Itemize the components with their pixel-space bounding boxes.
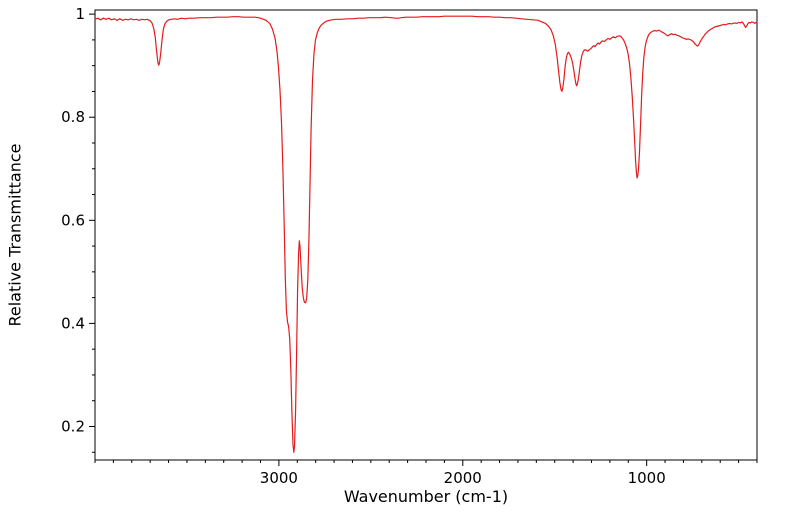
x-axis-title: Wavenumber (cm-1): [343, 487, 509, 506]
y-tick-label: 0.6: [61, 211, 85, 229]
plot-border: [94, 9, 758, 461]
spectrum-line: [94, 15, 758, 453]
x-tick-label: 1000: [628, 469, 666, 487]
x-tick-label: 3000: [260, 469, 298, 487]
y-tick-label: 0.8: [61, 108, 85, 126]
y-tick-label: 0.2: [61, 417, 85, 435]
y-tick-label: 0.4: [61, 314, 85, 332]
y-axis-title: Relative Transmittance: [5, 143, 25, 327]
x-tick-label: 2000: [444, 469, 482, 487]
y-tick-label: 1: [75, 5, 85, 23]
